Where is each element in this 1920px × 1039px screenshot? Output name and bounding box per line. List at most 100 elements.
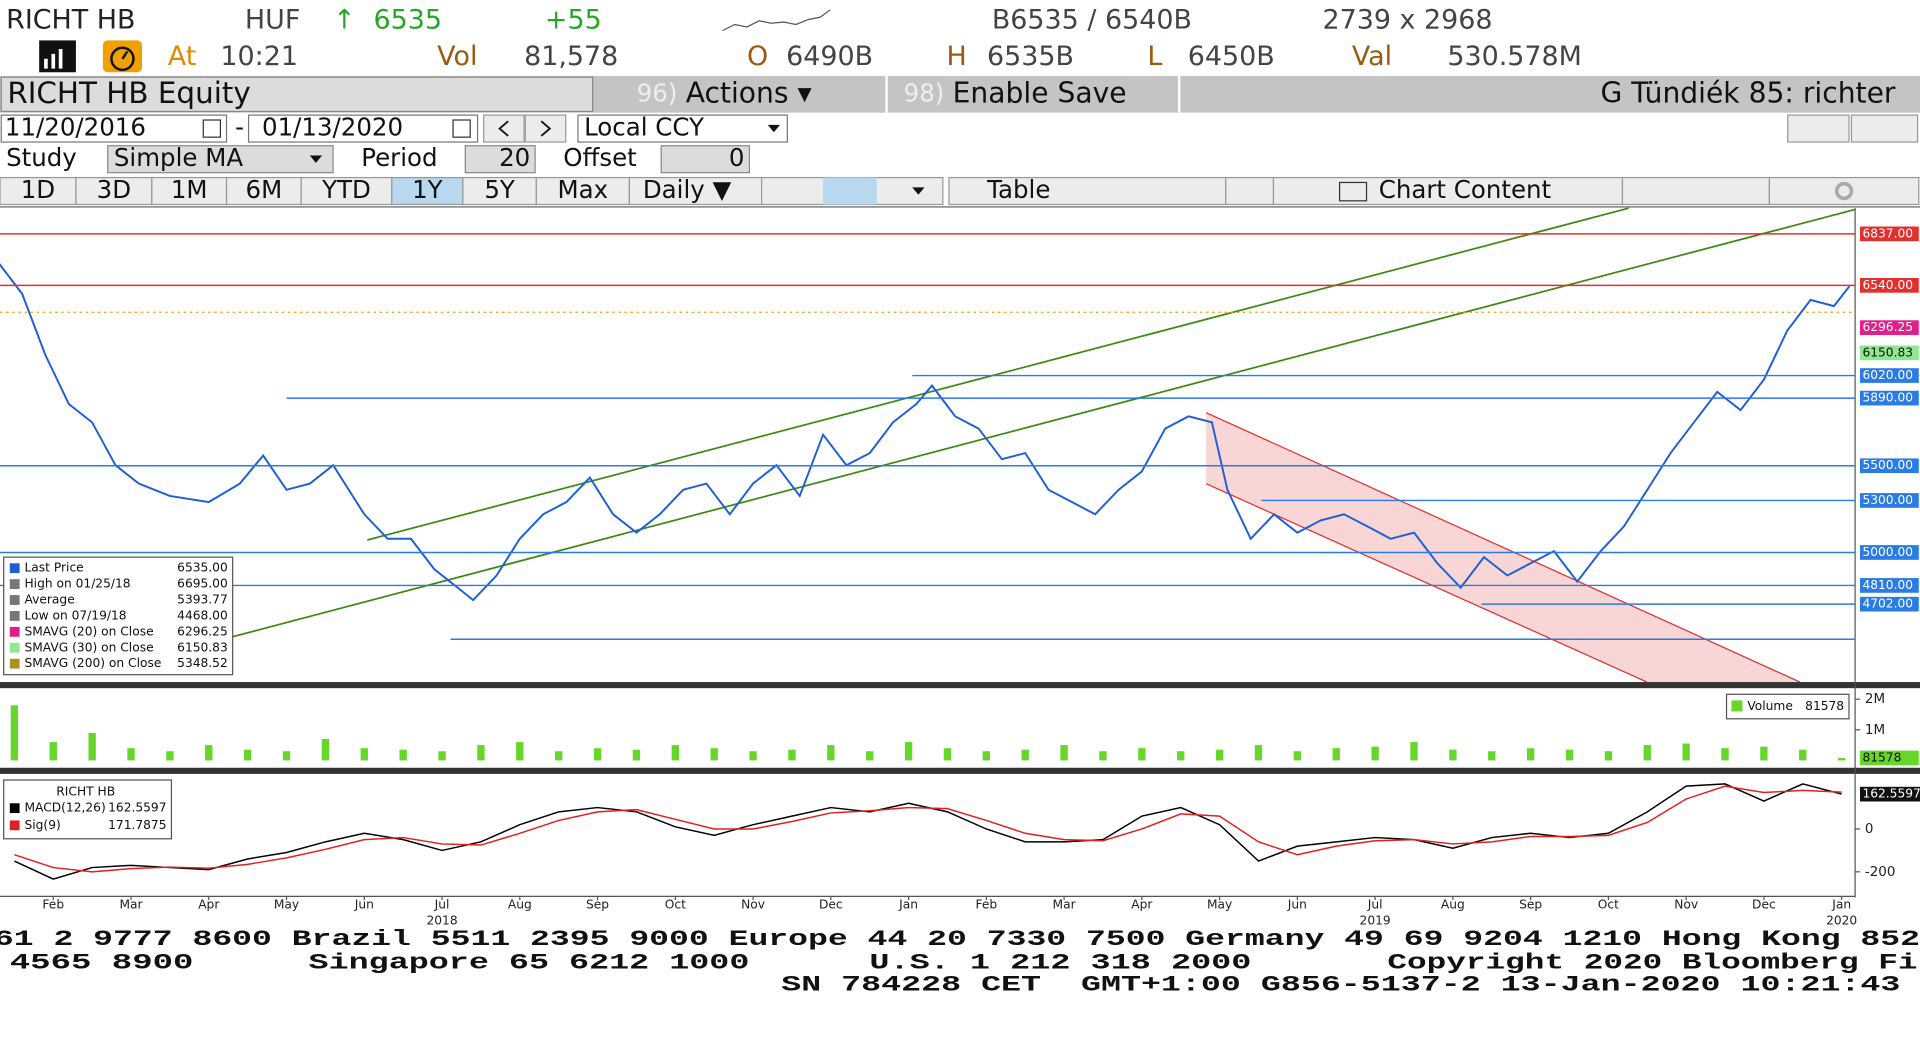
range-button[interactable]: [391, 176, 464, 206]
range-button[interactable]: [75, 176, 153, 206]
gear-icon: [1834, 181, 1854, 201]
volume-bar: [205, 745, 213, 761]
footer-line: SN 784228 CET GMT+1:00 G856-5137-2 13-Ja…: [781, 972, 1900, 997]
legend-value: 6695.00: [177, 577, 228, 591]
volume-bar: [243, 749, 252, 761]
volume-bar: [321, 738, 330, 761]
level-label: 6296.25: [1862, 320, 1913, 334]
volume-bar: [710, 748, 718, 761]
period-box[interactable]: [464, 145, 536, 174]
volume-bar: [1799, 749, 1807, 761]
legend-value: 81578: [1805, 699, 1844, 713]
chart-icon[interactable]: [39, 40, 76, 73]
volume-bar: [477, 745, 485, 761]
level-label: 6540.00: [1862, 278, 1913, 292]
val-label: Val: [1352, 41, 1392, 72]
level-label-box: [1860, 596, 1919, 612]
legend-label: Low on 07/19/18: [24, 608, 126, 622]
collapse-button[interactable]: [1225, 176, 1275, 206]
settings-button[interactable]: [1768, 176, 1920, 206]
x-tick-label: Oct: [665, 897, 686, 911]
x-tick-label: Sep: [586, 897, 609, 911]
redo-button[interactable]: [1850, 114, 1919, 143]
range-button[interactable]: [300, 176, 393, 206]
legend-value: 162.5597: [108, 801, 166, 815]
next-button[interactable]: [524, 114, 567, 143]
legend-label: Last Price: [24, 561, 83, 575]
enable-save[interactable]: Enable Save: [953, 76, 1127, 109]
calendar-icon[interactable]: [452, 119, 471, 138]
currency-box[interactable]: [577, 114, 788, 143]
range-button[interactable]: [0, 176, 77, 206]
volume-bar: [1021, 749, 1029, 761]
y-tick-label: 1M: [1865, 723, 1885, 738]
chart-content-icon: [1338, 181, 1368, 202]
chart-type-active[interactable]: [822, 177, 877, 205]
footer-line: Singapore 65 6212 1000: [309, 950, 750, 975]
footer-line: U.S. 1 212 318 2000: [869, 950, 1251, 975]
period: 20: [499, 143, 530, 172]
legend-label: SMAVG (20) on Close: [24, 624, 153, 638]
range-label: 1D: [21, 175, 55, 204]
x-tick-label: Dec: [1752, 897, 1776, 911]
legend-box: [1725, 693, 1850, 720]
volume-bar: [1215, 749, 1224, 761]
high-label: H: [947, 41, 967, 72]
study-label: Study: [6, 143, 77, 172]
edit-button[interactable]: [1621, 176, 1770, 206]
range-button[interactable]: [225, 176, 302, 206]
range-button[interactable]: [535, 176, 630, 206]
time: 10:21: [220, 41, 298, 72]
volume-bar: [1138, 748, 1146, 761]
end-date-box[interactable]: [247, 114, 479, 143]
volume-bar: [1488, 751, 1496, 761]
legend-swatch: [9, 611, 20, 621]
level-label: 6020.00: [1862, 368, 1913, 382]
offset-box[interactable]: [660, 145, 750, 174]
x-tick-label: Jan: [898, 897, 918, 911]
x-tick-label: Mar: [1053, 897, 1077, 911]
level-label-box: [1860, 278, 1919, 293]
study-box[interactable]: [107, 145, 334, 174]
security-box[interactable]: [0, 76, 594, 113]
actions-number: 96): [637, 78, 678, 107]
actions-menu[interactable]: Actions ▾: [686, 76, 813, 109]
x-tick-label: Jul: [1367, 897, 1383, 911]
val: 530.578M: [1447, 41, 1582, 72]
volume-bar: [360, 748, 368, 761]
level-label-box: [1860, 320, 1919, 335]
x-tick-label: May: [274, 897, 299, 911]
volume-bar: [88, 732, 96, 761]
prev-button[interactable]: [483, 114, 525, 143]
user: G Tündiék 85: richter: [1601, 76, 1896, 109]
vol: 81,578: [524, 41, 618, 72]
legend-swatch: [9, 563, 20, 574]
start-date: 11/20/2016: [5, 113, 146, 142]
footer-line: Copyright 2020 Bloomberg Fi: [1387, 950, 1917, 975]
volume-bar: [827, 745, 835, 761]
date-dash: -: [235, 113, 244, 142]
volume-bar: [127, 748, 135, 761]
x-tick-label: Feb: [975, 897, 997, 911]
volume-bar: [632, 749, 641, 761]
gauge-icon[interactable]: [102, 40, 143, 73]
x-tick-label: Dec: [819, 897, 843, 911]
channel-line: [1205, 412, 1801, 683]
volume-bar: [10, 705, 19, 761]
table-button[interactable]: [948, 176, 1227, 206]
volume-bar: [749, 751, 757, 761]
calendar-icon[interactable]: [202, 119, 222, 138]
legend-swatch: [9, 820, 20, 831]
last-value: 162.5597: [1862, 787, 1920, 801]
end-date: 01/13/2020: [262, 113, 403, 142]
x-tick-label: Aug: [1441, 897, 1465, 911]
volume-bar: [1760, 746, 1768, 761]
range-button[interactable]: [462, 176, 537, 206]
legend-label: Volume: [1747, 699, 1793, 713]
level-label: 6837.00: [1862, 226, 1913, 240]
start-date-box[interactable]: [0, 114, 228, 143]
undo-button[interactable]: [1787, 114, 1850, 143]
legend-swatch: [1731, 700, 1743, 712]
at-label: At: [168, 41, 197, 72]
interval-button[interactable]: [628, 176, 763, 206]
